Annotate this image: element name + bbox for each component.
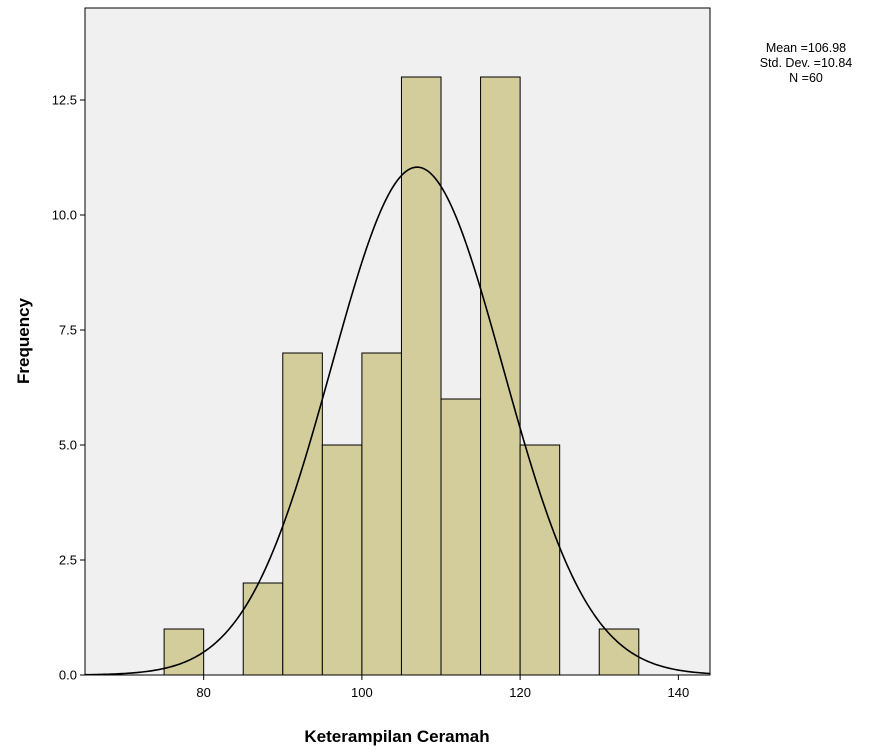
plot-frame: [84, 7, 711, 676]
x-tick-label: 120: [509, 685, 531, 700]
y-tick-label: 7.5: [59, 323, 77, 338]
normal-curve-line: [84, 166, 711, 676]
histogram-bar-100-105: [361, 352, 402, 676]
histogram-bar-85-90: [242, 582, 284, 676]
x-axis-title: Keterampilan Ceramah: [304, 727, 489, 746]
histogram-bar-120-125: [519, 444, 561, 676]
histogram-bar-90-95: [282, 352, 323, 676]
stats-n: N =60: [789, 71, 823, 85]
y-tick-label: 0.0: [59, 668, 77, 683]
histogram-bars: [163, 76, 640, 676]
x-tick-label: 80: [196, 685, 210, 700]
stats-box: Mean =106.98 Std. Dev. =10.84 N =60: [760, 41, 853, 85]
stats-std-dev: Std. Dev. =10.84: [760, 56, 853, 70]
histogram-bar-95-100: [321, 444, 363, 676]
x-axis: 80 100 120 140: [196, 675, 689, 700]
histogram-bar-75-80: [163, 628, 205, 676]
y-axis: 0.0 2.5 5.0 7.5 10.0 12.5: [52, 93, 85, 683]
y-axis-title: Frequency: [14, 297, 33, 384]
histogram-bar-130-135: [598, 628, 640, 676]
x-tick-label: 140: [668, 685, 690, 700]
histogram-bar-110-115: [440, 398, 482, 676]
y-tick-label: 2.5: [59, 553, 77, 568]
histogram-bar-105-110: [400, 76, 442, 676]
y-tick-label: 12.5: [52, 93, 77, 108]
y-tick-label: 10.0: [52, 208, 77, 223]
x-tick-label: 100: [351, 685, 373, 700]
stats-mean: Mean =106.98: [766, 41, 846, 55]
y-tick-label: 5.0: [59, 438, 77, 453]
histogram-bar-115-120: [480, 76, 521, 676]
